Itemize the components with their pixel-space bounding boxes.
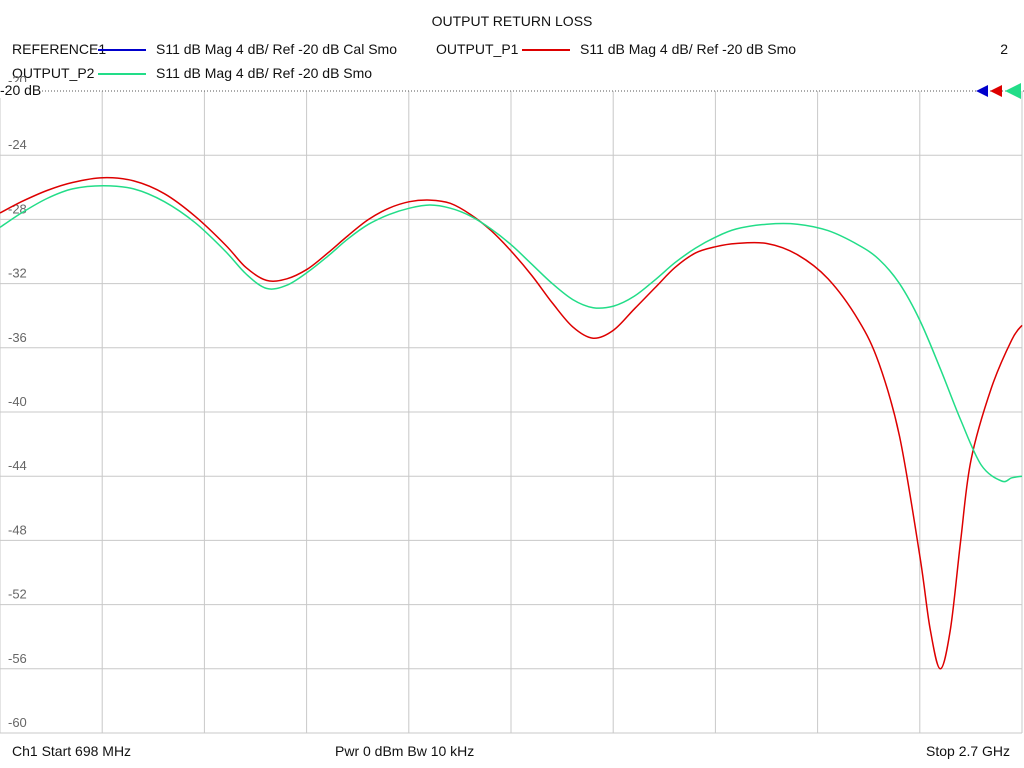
y-tick-label: -24 — [8, 137, 27, 152]
y-tick-label: -60 — [8, 715, 27, 730]
output-p2-marker-icon — [1005, 83, 1021, 99]
legend-desc-output-p2: S11 dB Mag 4 dB/ Ref -20 dB Smo — [156, 65, 373, 81]
legend-name-output-p1: OUTPUT_P1 — [436, 41, 519, 57]
y-tick-labels: -20-24-28-32-36-40-44-48-52-56-60 — [8, 73, 27, 730]
reference-level-label: -20 dB — [0, 82, 42, 98]
y-tick-label: -40 — [8, 394, 27, 409]
y-tick-label: -44 — [8, 458, 27, 473]
traces — [0, 176, 1023, 670]
footer-power-bandwidth: Pwr 0 dBm Bw 10 kHz — [335, 743, 475, 759]
chart-title: OUTPUT RETURN LOSS — [431, 13, 593, 29]
trace-output-p1 — [0, 176, 1023, 670]
footer-start: Ch1 Start 698 MHz — [12, 743, 132, 759]
legend-row-1: REFERENCE1 S11 dB Mag 4 dB/ Ref -20 dB C… — [0, 41, 1024, 59]
trace-count: 2 — [1000, 41, 1008, 57]
legend-swatch-output-p2 — [98, 73, 146, 75]
y-tick-label: -52 — [8, 587, 27, 602]
y-tick-label: -32 — [8, 266, 27, 281]
grid — [0, 91, 1023, 734]
y-tick-label: -36 — [8, 330, 27, 345]
footer-stop: Stop 2.7 GHz — [926, 743, 1011, 759]
trace-output-p2 — [0, 184, 1023, 483]
y-tick-label: -48 — [8, 522, 27, 537]
output-p1-marker-icon — [990, 85, 1002, 97]
legend-desc-reference1: S11 dB Mag 4 dB/ Ref -20 dB Cal Smo — [156, 41, 397, 57]
legend-swatch-reference1 — [98, 49, 146, 51]
reference1-marker-icon — [976, 85, 988, 97]
legend-desc-output-p1: S11 dB Mag 4 dB/ Ref -20 dB Smo — [580, 41, 797, 57]
legend-swatch-output-p1 — [522, 49, 570, 51]
reference-markers — [976, 83, 1021, 99]
legend-name-output-p2: OUTPUT_P2 — [12, 65, 95, 81]
y-tick-label: -56 — [8, 651, 27, 666]
legend-row-2: OUTPUT_P2 S11 dB Mag 4 dB/ Ref -20 dB Sm… — [0, 65, 600, 83]
legend-name-reference1: REFERENCE1 — [12, 41, 107, 57]
